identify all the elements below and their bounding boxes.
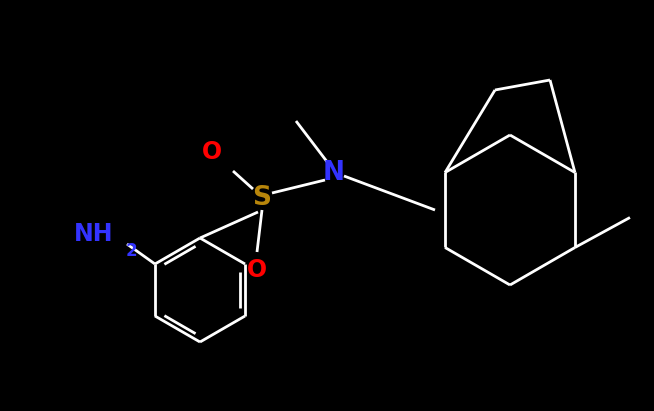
Text: O: O [202,140,222,164]
Text: 2: 2 [126,242,137,260]
Text: N: N [323,160,345,186]
Text: O: O [247,258,267,282]
Text: NH: NH [73,222,113,246]
Text: S: S [252,185,271,211]
